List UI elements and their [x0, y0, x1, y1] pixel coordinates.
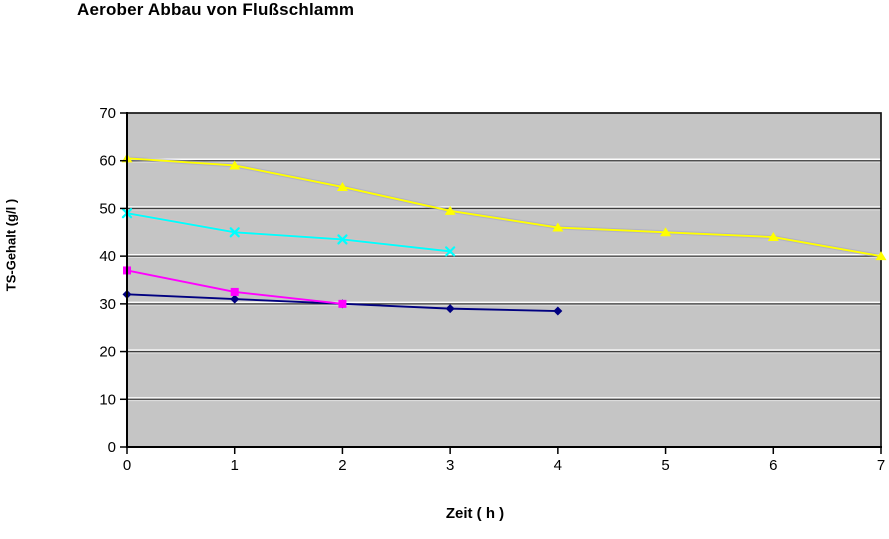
cyan-x-series-line: [126, 212, 451, 253]
marker-triangle: [229, 160, 241, 170]
plot-area-background: [127, 113, 881, 447]
marker-diamond: [445, 304, 455, 314]
y-tick-label: 70: [99, 105, 116, 122]
marker-triangle: [552, 222, 564, 232]
marker-diamond: [553, 306, 563, 316]
x-axis-title: Zeit ( h ): [445, 505, 505, 522]
y-tick-label: 30: [99, 296, 116, 313]
y-tick-label: 20: [99, 344, 116, 361]
marker-x: [445, 246, 456, 257]
y-tick-label: 50: [99, 200, 116, 217]
y-tick-label: 10: [99, 391, 116, 408]
chart-title: Aerober Abbau von Flußschlamm: [77, 0, 355, 19]
x-tick-label: 1: [231, 457, 239, 474]
x-tick-label: 2: [338, 457, 346, 474]
marker-x: [337, 234, 348, 245]
marker-diamond: [230, 294, 240, 304]
yellow-triangle-series-line: [126, 157, 882, 258]
marker-triangle: [336, 181, 348, 191]
marker-triangle: [767, 232, 779, 242]
x-tick-label: 3: [446, 457, 454, 474]
marker-x: [229, 227, 240, 238]
y-tick-label: 60: [99, 153, 116, 170]
marker-square: [230, 287, 239, 296]
x-tick-label: 7: [877, 457, 885, 474]
marker-triangle: [660, 227, 672, 237]
x-tick-label: 5: [661, 457, 669, 474]
marker-triangle: [875, 251, 887, 261]
y-tick-label: 0: [108, 439, 116, 456]
x-tick-label: 6: [769, 457, 777, 474]
marker-square: [338, 299, 347, 308]
y-tick-label: 40: [99, 248, 116, 265]
marker-triangle: [444, 205, 456, 215]
x-tick-label: 0: [123, 457, 131, 474]
x-tick-label: 4: [554, 457, 562, 474]
